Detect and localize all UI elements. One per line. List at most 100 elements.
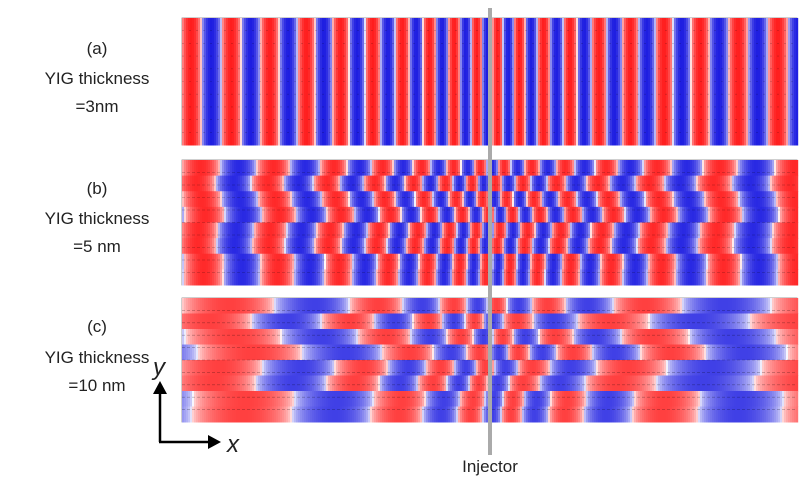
stripe [512,223,514,239]
stripe [212,391,214,407]
stripe [586,223,588,239]
stripe [712,314,714,330]
stripe [660,238,662,254]
stripe [286,329,288,345]
stripe [202,160,204,176]
stripe [534,360,536,376]
stripe [684,329,686,345]
stripe [670,360,672,376]
stripe [720,329,722,345]
stripe [298,176,300,192]
stripe [790,360,792,376]
stripe [272,160,274,176]
stripe [710,360,712,376]
stripe [588,176,590,192]
stripe [698,391,700,407]
stripe [606,18,608,146]
stripe [586,376,588,392]
stripe [712,269,714,285]
stripe [758,329,760,345]
stripe [584,376,586,392]
stripe [500,298,502,314]
stripe [492,18,494,146]
stripe [310,160,312,176]
stripe [720,223,722,239]
stripe [708,238,710,254]
stripe [474,207,476,223]
stripe [406,191,408,207]
stripe [772,207,774,223]
stripe [618,345,620,361]
stripe [442,207,444,223]
stripe [440,329,442,345]
stripe [774,160,776,176]
stripe [378,207,380,223]
stripe [660,269,662,285]
stripe [562,160,564,176]
stripe [408,298,410,314]
stripe [258,191,260,207]
stripe [520,223,522,239]
stripe [516,207,518,223]
stripe [754,254,756,270]
stripe [480,329,482,345]
stripe [664,160,666,176]
stripe [452,345,454,361]
stripe [656,391,658,407]
stripe [594,329,596,345]
stripe [648,18,650,146]
stripe [334,376,336,392]
stripe [522,160,524,176]
stripe [712,254,714,270]
stripe [704,376,706,392]
stripe [284,176,286,192]
stripe [236,376,238,392]
stripe [664,238,666,254]
stripe [414,223,416,239]
stripe [256,345,258,361]
stripe [756,160,758,176]
stripe [752,176,754,192]
stripe [612,254,614,270]
stripe [464,207,466,223]
stripe [672,360,674,376]
stripe [266,329,268,345]
stripe [784,298,786,314]
stripe [446,176,448,192]
stripe [360,345,362,361]
stripe [714,360,716,376]
stripe [778,238,780,254]
stripe [770,345,772,361]
stripe [380,314,382,330]
stripe [210,376,212,392]
stripe [658,360,660,376]
stripe [456,160,458,176]
stripe [394,191,396,207]
stripe [566,376,568,392]
stripe [558,176,560,192]
stripe [658,160,660,176]
stripe [382,160,384,176]
stripe [582,238,584,254]
stripe [460,376,462,392]
stripe [496,391,498,407]
stripe [682,329,684,345]
stripe [646,360,648,376]
stripe [336,314,338,330]
stripe [336,176,338,192]
stripe [182,269,184,285]
stripe [196,314,198,330]
stripe [228,298,230,314]
stripe [280,254,282,270]
stripe [514,207,516,223]
stripe [266,345,268,361]
stripe [352,191,354,207]
stripe [550,191,552,207]
stripe [202,254,204,270]
stripe [242,269,244,285]
stripe [540,207,542,223]
stripe [680,376,682,392]
stripe [362,223,364,239]
stripe [484,176,486,192]
stripe [780,176,782,192]
